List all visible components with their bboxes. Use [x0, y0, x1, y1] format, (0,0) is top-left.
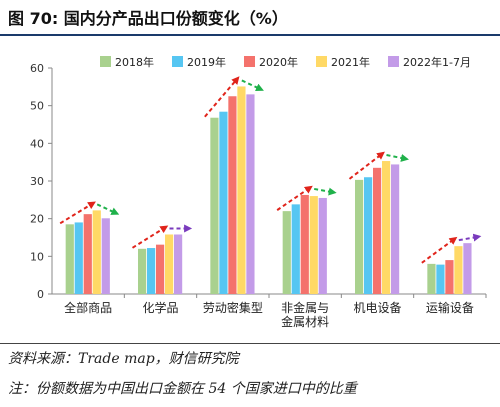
bar	[228, 96, 237, 294]
bar	[165, 234, 174, 294]
trend-arrow-up	[276, 185, 313, 211]
bar	[463, 243, 472, 294]
bar	[436, 264, 445, 294]
bar	[210, 117, 219, 294]
trend-arrow-end	[386, 154, 409, 162]
y-tick-label: 30	[30, 175, 44, 188]
trend-arrow-end	[313, 187, 337, 196]
bar	[65, 224, 74, 294]
trend-arrow-up	[421, 236, 458, 264]
footer-divider	[0, 343, 500, 344]
bar	[219, 111, 228, 295]
footnote: 注：份额数据为中国出口金额在 54 个国家进口中的比重	[8, 381, 357, 397]
trend-arrow-up	[204, 76, 240, 118]
legend-label: 2022年1-7月	[403, 55, 471, 69]
source-note: 资料来源：Trade map，财信研究院	[8, 351, 239, 367]
bar	[355, 179, 364, 294]
bar	[147, 248, 156, 294]
trend-arrow-end	[96, 203, 120, 215]
x-tick-label: 运输设备	[426, 300, 474, 315]
figure-title: 图 70: 国内分产品出口份额变化（%）	[8, 9, 288, 28]
bar	[291, 204, 300, 294]
bar	[237, 86, 246, 294]
y-tick-label: 50	[30, 100, 44, 113]
x-tick-label: 化学品	[142, 300, 178, 315]
trend-arrow-up	[59, 201, 96, 225]
legend-swatch	[100, 56, 111, 67]
bar	[101, 218, 110, 294]
trend-arrow-end	[458, 233, 482, 242]
legend-label: 2019年	[187, 55, 226, 69]
y-tick-label: 20	[30, 213, 44, 226]
title-bar: 图 70: 国内分产品出口份额变化（%）	[0, 0, 500, 36]
y-tick-label: 40	[30, 137, 44, 150]
x-tick-label: 劳动密集型	[203, 300, 263, 315]
x-tick-label: 全部商品	[64, 300, 112, 315]
legend-label: 2020年	[259, 55, 298, 69]
bar	[427, 263, 436, 294]
legend-label: 2018年	[115, 55, 154, 69]
legend-swatch	[244, 56, 255, 67]
bar	[454, 246, 463, 294]
bar	[174, 234, 183, 294]
bar-chart: 2018年 2019年 2020年 2021年 2022年1-7月 0 10 20 30 40 50…	[30, 55, 487, 329]
bar	[300, 194, 309, 294]
y-tick-label: 0	[37, 288, 44, 301]
legend-swatch	[172, 56, 183, 67]
bar	[391, 164, 400, 294]
bar	[445, 260, 454, 294]
bar	[246, 94, 255, 294]
bar	[373, 167, 382, 294]
bar	[74, 222, 83, 294]
y-tick-label: 10	[30, 250, 44, 263]
bar	[364, 177, 373, 294]
legend-swatch	[388, 56, 399, 67]
trend-arrow-up	[131, 225, 169, 249]
x-tick-label: 金属材料	[281, 314, 329, 329]
x-tick-label: 非金属与	[281, 300, 329, 315]
bar	[318, 197, 327, 294]
trend-arrow-end	[241, 79, 264, 91]
bar	[83, 214, 92, 294]
bar	[309, 196, 318, 294]
y-tick-label: 60	[30, 62, 44, 75]
x-tick-label: 机电设备	[353, 301, 401, 315]
legend-label: 2021年	[331, 55, 370, 69]
bar	[156, 244, 165, 294]
bar	[138, 248, 147, 294]
bar	[382, 161, 391, 294]
bar	[92, 210, 101, 294]
legend-swatch	[316, 56, 327, 67]
bar	[282, 211, 291, 294]
